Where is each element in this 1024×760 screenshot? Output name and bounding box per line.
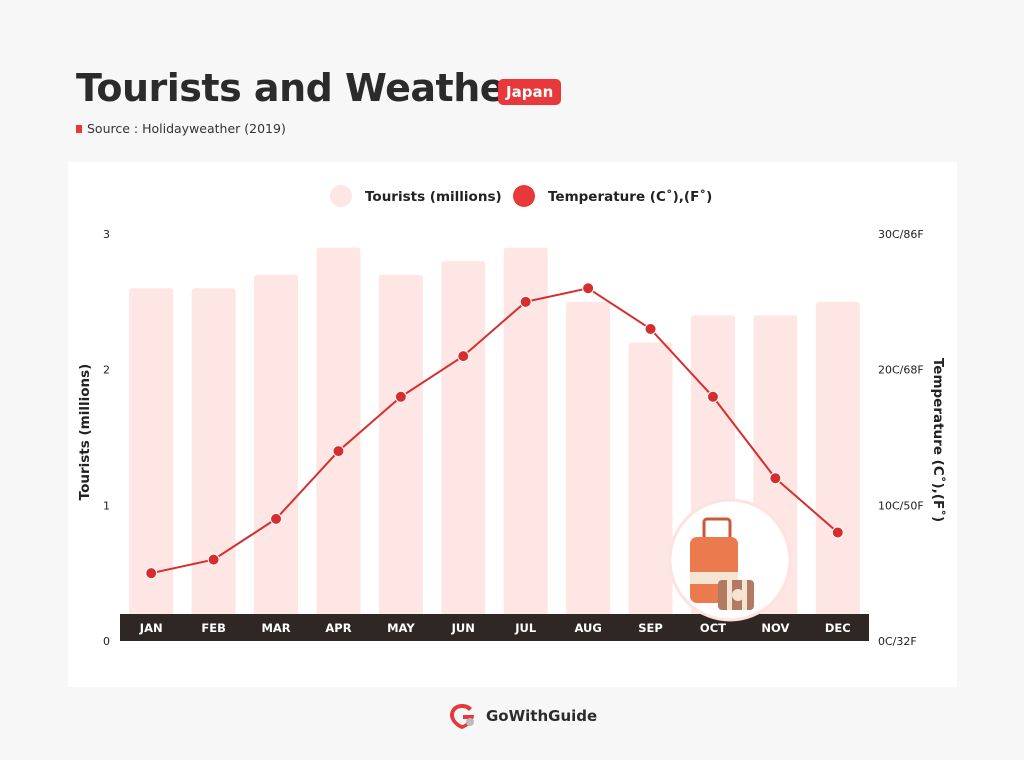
country-badge: Japan <box>498 79 562 105</box>
source-text: Source : Holidayweather (2019) <box>87 121 286 136</box>
bar-tourists-sep <box>628 342 673 641</box>
temperature-point-aug <box>582 282 595 295</box>
temperature-point-jul <box>519 295 532 308</box>
x-tick-label: JUN <box>451 621 475 635</box>
x-tick-label: JAN <box>139 621 163 635</box>
chart-panel: Tourists (millions) Temperature (C˚),(F˚)… <box>68 162 957 687</box>
temperature-point-jun <box>457 350 470 363</box>
temperature-point-feb <box>207 553 220 566</box>
temperature-point-sep <box>644 322 657 335</box>
legend-swatch-temperature <box>513 185 535 207</box>
temperature-point-nov <box>769 472 782 485</box>
y-left-tick-label: 1 <box>103 499 110 512</box>
x-tick-label: FEB <box>201 621 225 635</box>
luggage-icon <box>668 498 792 622</box>
bar-tourists-jun <box>441 261 486 641</box>
footer-brand-text: GoWithGuide <box>486 707 598 725</box>
bar-tourists-jul <box>503 247 548 642</box>
temperature-point-jan <box>145 567 158 580</box>
y-left-axis-title: Tourists (millions) <box>77 364 93 501</box>
source-marker <box>76 124 82 133</box>
x-tick-label: SEP <box>638 621 663 635</box>
temperature-line <box>150 287 839 575</box>
temperature-point-apr <box>332 445 345 458</box>
footer-brand[interactable]: GoWithGuide <box>448 702 597 730</box>
bar-tourists-aug <box>566 301 611 641</box>
y-left-tick-label: 0 <box>103 635 110 648</box>
source-note: Source : Holidayweather (2019) <box>76 121 286 136</box>
x-tick-label: AUG <box>574 621 601 635</box>
x-tick-label: JUL <box>514 621 537 635</box>
x-tick-label: MAY <box>387 621 415 635</box>
legend-label-temperature: Temperature (C˚),(F˚) <box>548 188 712 205</box>
y-left-tick-label: 3 <box>103 228 110 241</box>
y-left-tick-label: 2 <box>103 364 110 377</box>
bar-tourists-mar <box>254 274 299 641</box>
y-right-tick-label: 10C/50F <box>878 499 924 512</box>
page-title: Tourists and Weather <box>76 66 524 110</box>
bar-tourists-apr <box>316 247 361 642</box>
x-tick-label: OCT <box>700 621 726 635</box>
y-right-tick-label: 20C/68F <box>878 364 924 377</box>
y-right-tick-label: 30C/86F <box>878 228 924 241</box>
temperature-point-mar <box>270 512 283 525</box>
chart-svg: Tourists (millions) Temperature (C˚),(F˚)… <box>77 185 947 648</box>
x-tick-label: DEC <box>825 621 851 635</box>
x-axis-band <box>120 614 869 641</box>
gowithguide-logo-icon <box>450 704 474 729</box>
temperature-point-dec <box>831 526 844 539</box>
x-tick-label: APR <box>325 621 351 635</box>
x-tick-label: MAR <box>261 621 290 635</box>
legend-label-tourists: Tourists (millions) <box>365 189 502 205</box>
temperature-point-oct <box>706 390 719 403</box>
y-right-axis-title: Temperature (C˚),(F˚) <box>930 358 947 522</box>
bar-tourists-feb <box>191 288 236 641</box>
bar-tourists-dec <box>815 301 860 641</box>
legend-swatch-tourists <box>330 185 352 207</box>
bar-tourists-may <box>378 274 423 641</box>
y-right-tick-label: 0C/32F <box>878 635 917 648</box>
x-tick-label: NOV <box>761 621 789 635</box>
bar-tourists-jan <box>129 288 174 641</box>
temperature-point-may <box>394 390 407 403</box>
